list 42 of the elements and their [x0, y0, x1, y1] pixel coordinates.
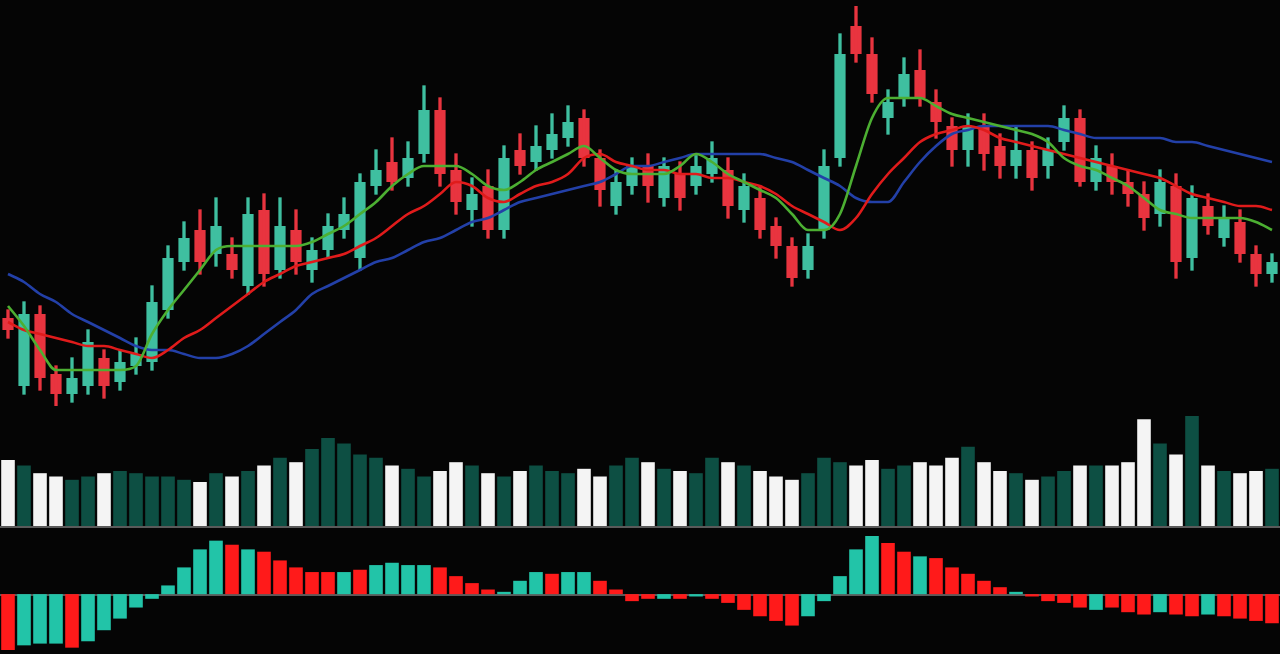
bar: [1217, 471, 1231, 526]
bar: [721, 462, 735, 526]
bar: [97, 473, 111, 526]
bar: [465, 465, 479, 526]
bar: [65, 594, 79, 648]
bar: [545, 573, 559, 595]
bar: [1153, 594, 1167, 613]
bar: [913, 556, 927, 595]
bar: [257, 465, 271, 526]
bar: [1025, 479, 1039, 526]
bar: [209, 473, 223, 526]
bar: [641, 462, 655, 526]
bar: [961, 446, 975, 526]
bar: [1, 460, 15, 526]
bar: [193, 482, 207, 526]
bar: [353, 569, 367, 595]
bar: [497, 476, 511, 526]
bar: [241, 549, 255, 595]
bar: [481, 473, 495, 526]
bar: [17, 465, 31, 526]
bar: [337, 572, 351, 595]
bar: [1, 594, 15, 650]
bar: [1201, 465, 1215, 526]
bar: [1089, 465, 1103, 526]
bar: [289, 462, 303, 526]
bar: [1073, 465, 1087, 526]
bar: [225, 476, 239, 526]
bar: [673, 471, 687, 526]
bar: [1089, 594, 1103, 610]
bar: [273, 457, 287, 526]
bar: [1153, 443, 1167, 526]
bar: [385, 465, 399, 526]
bar: [657, 468, 671, 526]
bar: [1265, 468, 1279, 526]
bar: [1169, 454, 1183, 526]
bar: [1185, 416, 1199, 526]
bar: [1201, 594, 1215, 615]
bar: [241, 471, 255, 526]
bar: [513, 471, 527, 526]
bar: [225, 544, 239, 595]
bar: [1009, 473, 1023, 526]
bar: [737, 465, 751, 526]
